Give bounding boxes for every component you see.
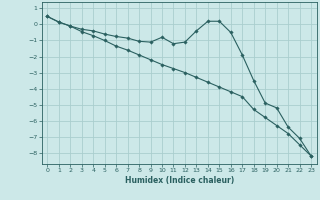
X-axis label: Humidex (Indice chaleur): Humidex (Indice chaleur): [124, 176, 234, 185]
